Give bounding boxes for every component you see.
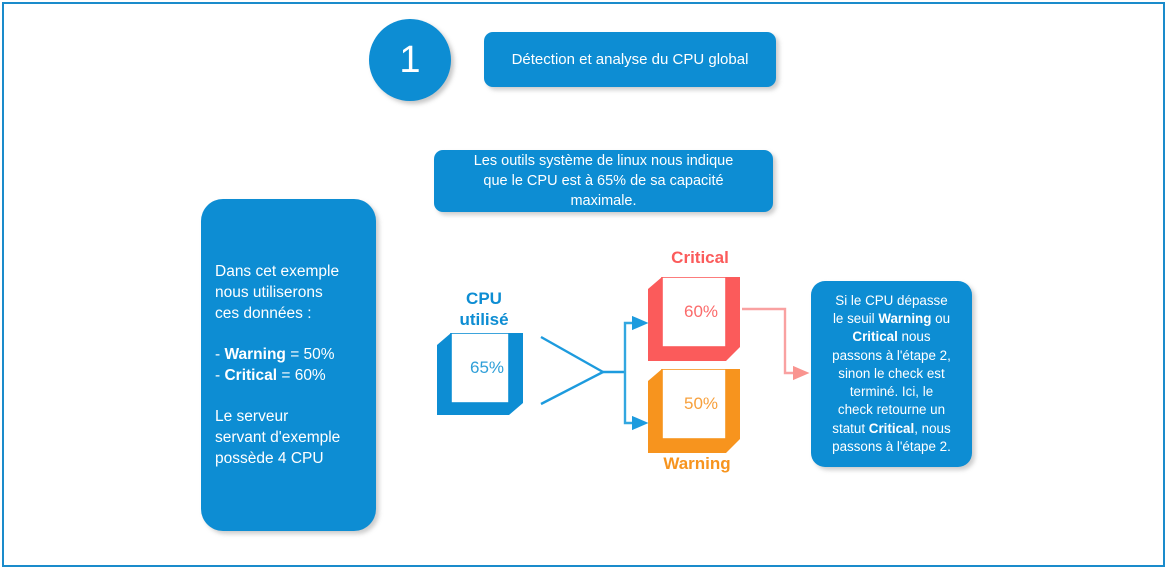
cpu-caption-line-2: utilisé xyxy=(459,310,509,329)
critical-caption: Critical xyxy=(671,248,729,267)
result-statut-text: statut xyxy=(832,420,869,436)
cpu-used-cube: 65% xyxy=(437,332,523,415)
data-line-7: servant d'exemple xyxy=(215,429,341,446)
cpu-used-value: 65% xyxy=(469,358,505,377)
step-title-callout: Détection et analyse du CPU global xyxy=(484,32,776,87)
result-line-8: statut Critical, nous xyxy=(832,420,951,438)
result-line-5: sinon le check est xyxy=(838,365,945,381)
fork-connector xyxy=(540,335,625,406)
result-line-1: Si le CPU dépasse xyxy=(835,293,948,309)
result-line-2: le seuil Warning ou xyxy=(832,310,951,328)
critical-threshold-value: 60% xyxy=(683,302,719,321)
data-line-2: nous utiliserons xyxy=(215,284,323,301)
step-number-label: 1 xyxy=(399,39,421,81)
branch-to-critical-arrow xyxy=(623,315,649,372)
data-line-6: Le serveur xyxy=(215,408,289,425)
example-data-callout: Dans cet exemple nous utiliserons ces do… xyxy=(201,199,376,531)
result-line-6: terminé. Ici, le xyxy=(849,384,934,400)
spacer xyxy=(215,386,362,406)
critical-to-result-arrow xyxy=(742,307,810,381)
result-critical-keyword: Critical xyxy=(852,329,898,345)
data-line-3: ces données : xyxy=(215,305,312,322)
critical-value: = 60% xyxy=(277,367,326,384)
critical-threshold-cube: 60% xyxy=(648,276,740,361)
result-seuil-text: le seuil xyxy=(832,311,879,327)
data-line-8: possède 4 CPU xyxy=(215,450,324,467)
result-line-3: Critical nous xyxy=(832,328,951,346)
warning-threshold-value: 50% xyxy=(683,394,719,413)
result-warning-keyword: Warning xyxy=(878,311,932,327)
result-line-4: passons à l'étape 2, xyxy=(832,347,951,363)
info-callout: Les outils système de linux nous indique… xyxy=(434,150,773,212)
cpu-caption-line-1: CPU xyxy=(466,289,502,308)
warning-value: = 50% xyxy=(285,346,335,363)
step-number-circle: 1 xyxy=(369,19,451,101)
critical-threshold-line: - Critical = 60% xyxy=(215,365,362,386)
result-nous2-text: , nous xyxy=(914,420,951,436)
warning-prefix: - xyxy=(215,346,225,363)
critical-cube-shape xyxy=(648,276,740,361)
info-line-1: Les outils système de linux nous indique xyxy=(473,153,734,169)
warning-caption: Warning xyxy=(663,454,731,473)
spacer xyxy=(215,324,362,344)
step-title-label: Détection et analyse du CPU global xyxy=(511,51,749,68)
critical-prefix: - xyxy=(215,367,225,384)
warning-keyword: Warning xyxy=(224,346,286,363)
result-ou-text: ou xyxy=(931,311,951,327)
warning-cube-shape xyxy=(648,368,740,453)
warning-threshold-line: - Warning = 50% xyxy=(215,344,362,365)
warning-threshold-cube: 50% xyxy=(648,368,740,453)
cpu-used-caption: CPU utilisé xyxy=(438,288,530,330)
result-nous-text: nous xyxy=(897,329,931,345)
data-line-1: Dans cet exemple xyxy=(215,263,340,280)
result-line-7: check retourne un xyxy=(837,402,946,418)
result-line-9: passons à l'étape 2. xyxy=(832,438,951,454)
result-callout: Si le CPU dépasse le seuil Warning ou Cr… xyxy=(811,281,972,467)
info-line-2: que le CPU est à 65% de sa capacité xyxy=(483,173,724,189)
cpu-used-cube-shape xyxy=(437,332,523,415)
result-critical-status-keyword: Critical xyxy=(868,420,915,436)
branch-to-warning-arrow xyxy=(623,372,649,431)
info-line-3: maximale. xyxy=(570,193,637,209)
critical-keyword: Critical xyxy=(224,367,278,384)
